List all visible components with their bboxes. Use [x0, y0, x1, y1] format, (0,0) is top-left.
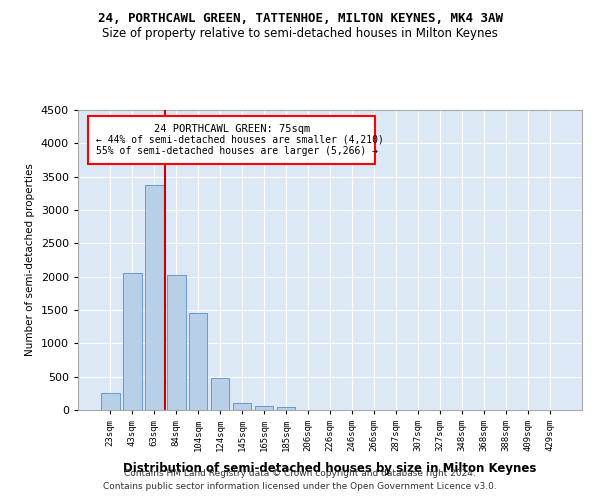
Bar: [255, 406, 274, 410]
Text: 24 PORTHCAWL GREEN: 75sqm: 24 PORTHCAWL GREEN: 75sqm: [154, 124, 310, 134]
X-axis label: Distribution of semi-detached houses by size in Milton Keynes: Distribution of semi-detached houses by …: [124, 462, 536, 475]
Bar: [233, 404, 251, 410]
Text: 55% of semi-detached houses are larger (5,266) →: 55% of semi-detached houses are larger (…: [95, 146, 377, 156]
Text: Contains public sector information licensed under the Open Government Licence v3: Contains public sector information licen…: [103, 482, 497, 491]
Text: 24, PORTHCAWL GREEN, TATTENHOE, MILTON KEYNES, MK4 3AW: 24, PORTHCAWL GREEN, TATTENHOE, MILTON K…: [97, 12, 503, 26]
Text: ← 44% of semi-detached houses are smaller (4,210): ← 44% of semi-detached houses are smalle…: [95, 135, 383, 145]
Y-axis label: Number of semi-detached properties: Number of semi-detached properties: [25, 164, 35, 356]
Bar: [189, 312, 208, 410]
Bar: [145, 185, 164, 410]
Bar: [277, 406, 295, 410]
Bar: [211, 378, 229, 410]
FancyBboxPatch shape: [88, 116, 376, 164]
Text: Contains HM Land Registry data © Crown copyright and database right 2024.: Contains HM Land Registry data © Crown c…: [124, 468, 476, 477]
Bar: [101, 394, 119, 410]
Bar: [167, 276, 185, 410]
Bar: [123, 274, 142, 410]
Text: Size of property relative to semi-detached houses in Milton Keynes: Size of property relative to semi-detach…: [102, 28, 498, 40]
